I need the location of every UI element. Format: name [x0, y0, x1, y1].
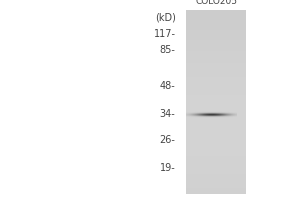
Text: 26-: 26- [160, 135, 176, 145]
Text: 48-: 48- [160, 81, 176, 91]
Text: (kD): (kD) [154, 13, 176, 23]
Text: 34-: 34- [160, 109, 176, 119]
Text: 19-: 19- [160, 163, 176, 173]
Text: 117-: 117- [154, 29, 175, 39]
Text: 85-: 85- [160, 45, 176, 55]
Text: COLO205: COLO205 [195, 0, 237, 6]
